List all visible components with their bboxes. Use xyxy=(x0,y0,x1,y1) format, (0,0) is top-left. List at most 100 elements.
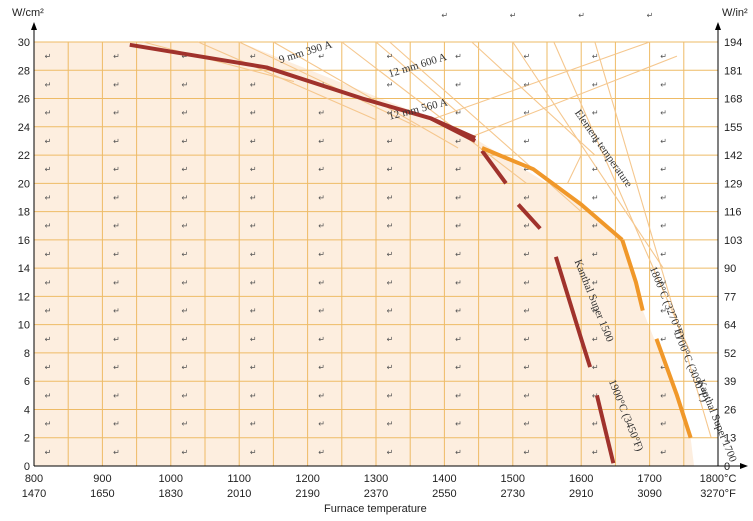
paragraph-mark: ↵ xyxy=(318,391,325,400)
paragraph-mark: ↵ xyxy=(250,222,257,231)
paragraph-mark: ↵ xyxy=(250,109,257,118)
paragraph-mark: ↵ xyxy=(660,363,667,372)
paragraph-mark: ↵ xyxy=(592,222,599,231)
paragraph-mark: ↵ xyxy=(387,109,394,118)
paragraph-mark: ↵ xyxy=(250,250,257,259)
paragraph-mark: ↵ xyxy=(113,165,120,174)
paragraph-mark: ↵ xyxy=(181,420,188,429)
paragraph-mark: ↵ xyxy=(455,307,462,316)
y-tick-label-left: 14 xyxy=(18,263,30,275)
x-tick-label-fahrenheit: 2910 xyxy=(569,488,593,500)
paragraph-mark: ↵ xyxy=(113,363,120,372)
paragraph-mark: ↵ xyxy=(387,165,394,174)
paragraph-mark: ↵ xyxy=(250,52,257,61)
paragraph-mark: ↵ xyxy=(181,307,188,316)
paragraph-mark: ↵ xyxy=(523,80,530,89)
guide-line xyxy=(238,41,418,128)
paragraph-mark: ↵ xyxy=(181,391,188,400)
paragraph-mark: ↵ xyxy=(45,80,52,89)
paragraph-mark: ↵ xyxy=(387,222,394,231)
x-tick-label-fahrenheit: 3090 xyxy=(637,488,661,500)
y-tick-label-right: 90 xyxy=(724,263,736,275)
guide-line xyxy=(594,41,712,438)
paragraph-mark: ↵ xyxy=(250,165,257,174)
paragraph-mark: ↵ xyxy=(45,335,52,344)
x-tick-label-fahrenheit: 2550 xyxy=(432,488,456,500)
y-tick-label-left: 16 xyxy=(18,235,30,247)
y-tick-label-left: 12 xyxy=(18,291,30,303)
paragraph-mark: ↵ xyxy=(455,391,462,400)
paragraph-mark: ↵ xyxy=(113,307,120,316)
paragraph-mark: ↵ xyxy=(181,363,188,372)
paragraph-mark: ↵ xyxy=(318,420,325,429)
paragraph-mark: ↵ xyxy=(113,335,120,344)
paragraph-mark: ↵ xyxy=(660,165,667,174)
series-line-3 xyxy=(516,203,542,230)
paragraph-mark: ↵ xyxy=(455,165,462,174)
y-tick-label-left: 4 xyxy=(24,404,30,416)
paragraph-mark: ↵ xyxy=(387,391,394,400)
paragraph-mark: ↵ xyxy=(592,250,599,259)
paragraph-mark: ↵ xyxy=(387,278,394,287)
y-tick-label-right: 129 xyxy=(724,178,742,190)
paragraph-mark: ↵ xyxy=(45,363,52,372)
paragraph-mark: ↵ xyxy=(523,52,530,61)
left-axis-arrow xyxy=(31,22,37,30)
annotation-label: 12 mm 600 A xyxy=(387,51,448,80)
paragraph-mark: ↵ xyxy=(181,278,188,287)
paragraph-mark: ↵ xyxy=(523,307,530,316)
paragraph-mark: ↵ xyxy=(181,448,188,457)
paragraph-mark: ↵ xyxy=(250,363,257,372)
paragraph-mark: ↵ xyxy=(387,307,394,316)
paragraph-mark: ↵ xyxy=(45,109,52,118)
y-tick-label-left: 26 xyxy=(18,94,30,106)
guide-line xyxy=(375,41,459,114)
series-line-8 xyxy=(654,338,693,439)
x-tick-label-celsius: 1300 xyxy=(364,473,388,485)
paragraph-mark: ↵ xyxy=(660,420,667,429)
paragraph-mark: ↵ xyxy=(523,222,530,231)
x-tick-label-celsius: 800 xyxy=(25,473,43,485)
paragraph-mark: ↵ xyxy=(660,448,667,457)
x-tick-label-fahrenheit: 2190 xyxy=(295,488,319,500)
x-tick-label-celsius: 1500 xyxy=(501,473,525,485)
y-tick-label-right: 0 xyxy=(724,461,730,473)
paragraph-mark: ↵ xyxy=(45,420,52,429)
paragraph-mark: ↵ xyxy=(660,109,667,118)
paragraph-mark: ↵ xyxy=(250,335,257,344)
paragraph-mark: ↵ xyxy=(660,250,667,259)
paragraph-mark: ↵ xyxy=(455,363,462,372)
paragraph-mark: ↵ xyxy=(45,391,52,400)
paragraph-mark: ↵ xyxy=(181,137,188,146)
left-unit-label: W/cm² xyxy=(12,7,44,19)
paragraph-mark: ↵ xyxy=(181,335,188,344)
y-tick-label-right: 181 xyxy=(724,65,742,77)
paragraph-mark: ↵ xyxy=(523,363,530,372)
paragraph-mark: ↵ xyxy=(387,448,394,457)
y-tick-label-right: 13 xyxy=(724,433,736,445)
y-tick-label-left: 24 xyxy=(18,122,30,134)
guide-line xyxy=(197,41,377,121)
paragraph-mark: ↵ xyxy=(455,278,462,287)
paragraph-mark: ↵ xyxy=(592,335,599,344)
paragraph-mark: ↵ xyxy=(318,278,325,287)
y-tick-label-left: 30 xyxy=(18,37,30,49)
paragraph-mark: ↵ xyxy=(113,420,120,429)
x-tick-label-celsius: 1100 xyxy=(227,473,251,485)
paragraph-mark: ↵ xyxy=(318,137,325,146)
paragraph-mark: ↵ xyxy=(523,193,530,202)
paragraph-mark: ↵ xyxy=(523,137,530,146)
paragraph-mark: ↵ xyxy=(250,278,257,287)
y-tick-label-left: 20 xyxy=(18,178,30,190)
paragraph-mark: ↵ xyxy=(318,363,325,372)
paragraph-mark: ↵ xyxy=(250,307,257,316)
guide-line xyxy=(471,41,596,156)
paragraph-mark: ↵ xyxy=(455,109,462,118)
paragraph-mark: ↵ xyxy=(523,278,530,287)
paragraph-mark: ↵ xyxy=(181,80,188,89)
y-tick-label-right: 52 xyxy=(724,348,736,360)
x-tick-label-celsius: 1400 xyxy=(432,473,456,485)
paragraph-mark: ↵ xyxy=(523,250,530,259)
x-tick-label-celsius: 1200 xyxy=(295,473,319,485)
